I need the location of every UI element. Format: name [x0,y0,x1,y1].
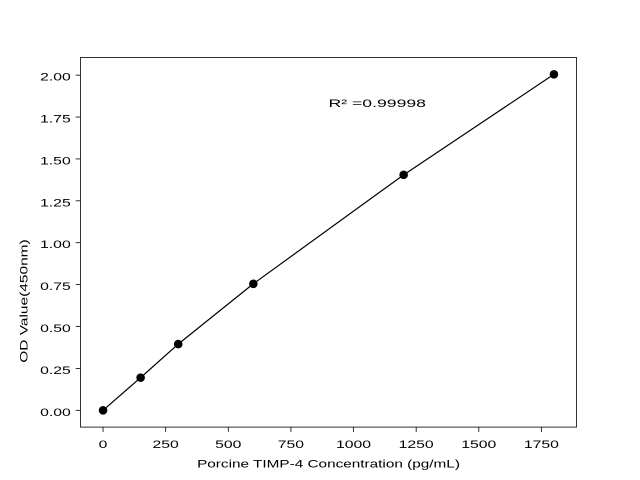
svg-text:2.00: 2.00 [40,72,71,84]
svg-text:250: 250 [153,439,179,451]
svg-text:1.00: 1.00 [40,239,71,251]
svg-text:1.75: 1.75 [40,114,71,126]
svg-text:500: 500 [215,439,241,451]
svg-text:0: 0 [99,439,108,451]
svg-text:0.25: 0.25 [40,365,71,377]
svg-text:Porcine TIMP-4 Concentration (: Porcine TIMP-4 Concentration (pg/mL) [197,458,460,470]
svg-text:1.50: 1.50 [40,155,71,167]
svg-text:0.75: 0.75 [40,281,71,293]
svg-text:1500: 1500 [461,439,496,451]
svg-text:1250: 1250 [399,439,434,451]
svg-text:0.00: 0.00 [40,407,71,419]
svg-text:R² =0.99998: R² =0.99998 [329,98,427,110]
svg-text:1750: 1750 [524,439,559,451]
svg-text:750: 750 [278,439,304,451]
svg-text:0.50: 0.50 [40,323,71,335]
svg-text:OD Value(450nm): OD Value(450nm) [18,239,30,363]
svg-text:1.25: 1.25 [40,197,71,209]
svg-text:1000: 1000 [336,439,371,451]
